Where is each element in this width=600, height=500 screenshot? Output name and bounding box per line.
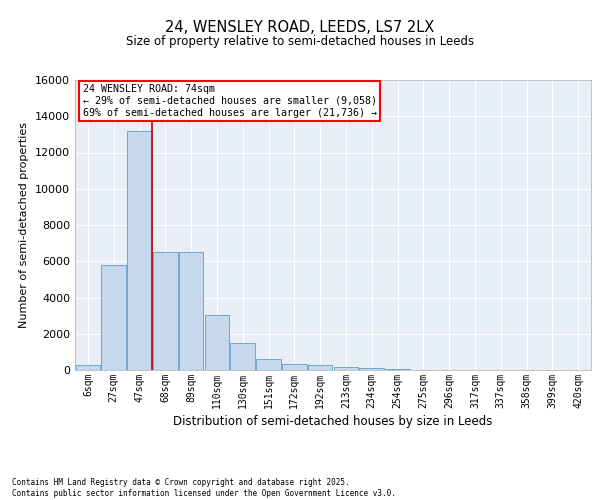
Bar [282, 364, 307, 370]
Bar [230, 343, 255, 370]
X-axis label: Distribution of semi-detached houses by size in Leeds: Distribution of semi-detached houses by … [173, 415, 493, 428]
Bar [385, 368, 410, 370]
Text: Contains HM Land Registry data © Crown copyright and database right 2025.
Contai: Contains HM Land Registry data © Crown c… [12, 478, 396, 498]
Bar [308, 366, 332, 370]
Bar [101, 265, 126, 370]
Text: Size of property relative to semi-detached houses in Leeds: Size of property relative to semi-detach… [126, 35, 474, 48]
Bar [205, 314, 229, 370]
Bar [179, 252, 203, 370]
Bar [334, 368, 358, 370]
Text: 24, WENSLEY ROAD, LEEDS, LS7 2LX: 24, WENSLEY ROAD, LEEDS, LS7 2LX [166, 20, 434, 35]
Bar [256, 359, 281, 370]
Bar [76, 364, 100, 370]
Y-axis label: Number of semi-detached properties: Number of semi-detached properties [19, 122, 29, 328]
Text: 24 WENSLEY ROAD: 74sqm
← 29% of semi-detached houses are smaller (9,058)
69% of : 24 WENSLEY ROAD: 74sqm ← 29% of semi-det… [83, 84, 377, 117]
Bar [127, 130, 152, 370]
Bar [153, 252, 178, 370]
Bar [359, 368, 384, 370]
